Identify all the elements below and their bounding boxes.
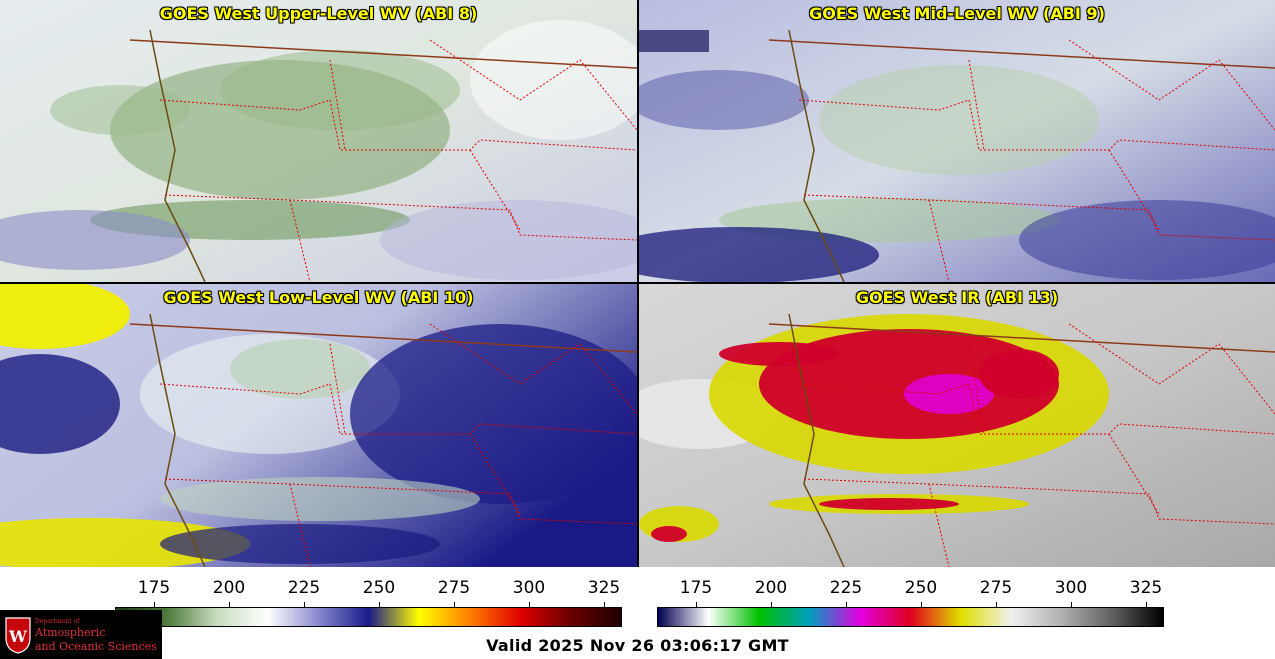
wv-tick-label: 275 — [437, 578, 471, 598]
aos-logo: W Department of Atmospheric and Oceanic … — [0, 610, 162, 659]
ir-tick-mark — [846, 602, 847, 608]
ir-image — [639, 284, 1275, 567]
ir-tick-label: 325 — [1129, 578, 1163, 598]
wv-tick-label: 175 — [137, 578, 171, 598]
low-level-wv-panel: GOES West Low-Level WV (ABI 10) — [0, 284, 637, 567]
wv-tick-mark — [379, 602, 380, 608]
wv-colorbar — [115, 607, 622, 627]
ir-tick-label: 225 — [829, 578, 863, 598]
ir-tick-mark — [921, 602, 922, 608]
wv-tick-mark — [529, 602, 530, 608]
wv-tick-label: 250 — [362, 578, 396, 598]
valid-time-label: Valid 2025 Nov 26 03:06:17 GMT — [486, 636, 789, 655]
horizontal-divider — [0, 282, 1275, 284]
ir-tick-label: 175 — [679, 578, 713, 598]
low-level-wv-image — [0, 284, 637, 567]
wv-tick-mark — [454, 602, 455, 608]
upper-level-wv-image — [0, 0, 637, 282]
ir-title: GOES West IR (ABI 13) — [855, 288, 1059, 307]
wv-tick-mark — [304, 602, 305, 608]
logo-line-1: Department of — [35, 618, 80, 625]
ir-colorbar — [657, 607, 1164, 627]
wv-tick-mark — [604, 602, 605, 608]
logo-line-3: and Oceanic Sciences — [35, 640, 157, 653]
wv-tick-label: 225 — [287, 578, 321, 598]
low-level-wv-title: GOES West Low-Level WV (ABI 10) — [163, 288, 474, 307]
ir-tick-label: 300 — [1054, 578, 1088, 598]
ir-tick-mark — [1146, 602, 1147, 608]
ir-tick-mark — [1071, 602, 1072, 608]
upper-level-wv-title: GOES West Upper-Level WV (ABI 8) — [159, 4, 478, 23]
ir-tick-label: 200 — [754, 578, 788, 598]
wv-tick-mark — [229, 602, 230, 608]
uw-crest-icon: W — [5, 617, 31, 654]
mid-level-wv-image — [639, 0, 1275, 282]
mid-level-wv-panel: GOES West Mid-Level WV (ABI 9) — [639, 0, 1275, 282]
ir-tick-label: 275 — [979, 578, 1013, 598]
upper-level-wv-panel: GOES West Upper-Level WV (ABI 8) — [0, 0, 637, 282]
wv-tick-label: 200 — [212, 578, 246, 598]
wv-tick-label: 300 — [512, 578, 546, 598]
logo-line-2: Atmospheric — [35, 626, 106, 639]
ir-tick-mark — [771, 602, 772, 608]
mid-level-wv-title: GOES West Mid-Level WV (ABI 9) — [809, 4, 1105, 23]
ir-tick-mark — [996, 602, 997, 608]
wv-tick-label: 325 — [587, 578, 621, 598]
svg-text:W: W — [8, 627, 28, 646]
ir-tick-label: 250 — [904, 578, 938, 598]
wv-tick-mark — [154, 602, 155, 608]
ir-panel: GOES West IR (ABI 13) — [639, 284, 1275, 567]
ir-tick-mark — [696, 602, 697, 608]
